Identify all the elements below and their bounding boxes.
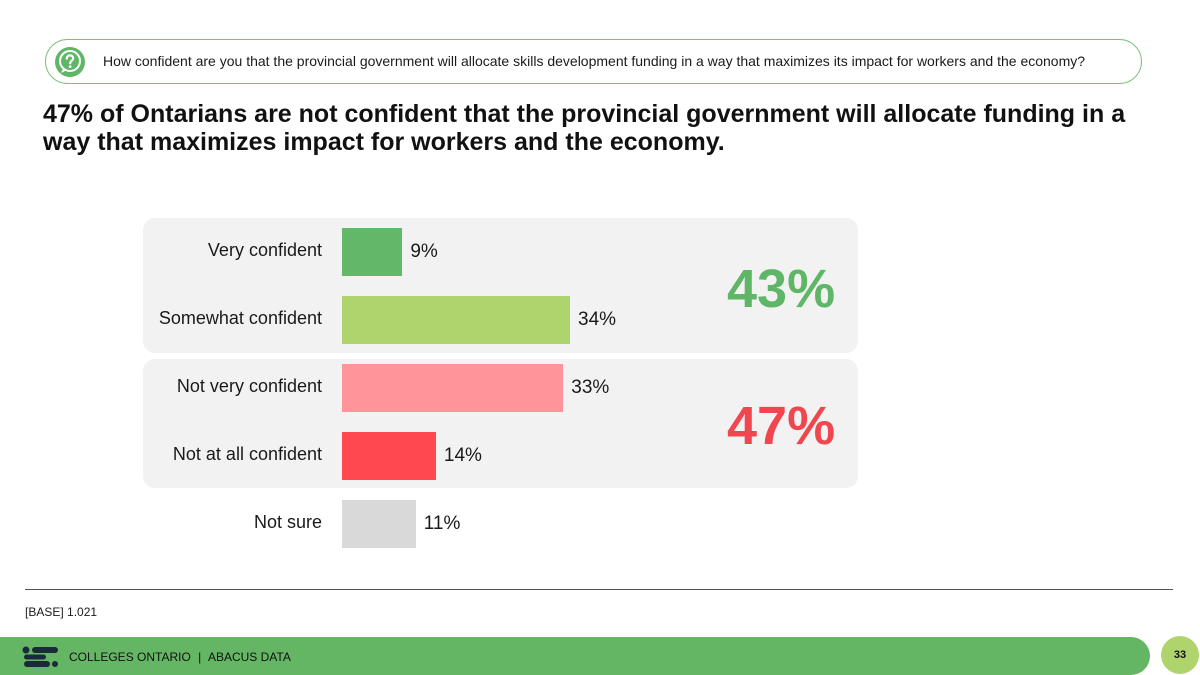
value-label: 33% <box>571 377 610 398</box>
bar <box>342 228 403 276</box>
value-label: 14% <box>443 445 482 466</box>
footer-org: COLLEGES ONTARIO <box>69 650 191 664</box>
net-confident-label: 43% <box>727 259 836 319</box>
category-label: Somewhat confident <box>158 308 322 328</box>
net-not-confident-label: 47% <box>727 396 836 456</box>
value-label: 9% <box>410 241 438 262</box>
headline: 47% of Ontarians are not confident that … <box>43 100 1126 156</box>
question-bubble-icon <box>55 47 85 77</box>
footer-band <box>0 637 1150 675</box>
page-number-badge: 33 <box>1161 636 1199 674</box>
bar <box>342 500 416 548</box>
colleges-ontario-logo-icon <box>22 646 58 667</box>
value-label: 11% <box>423 513 461 534</box>
bar <box>342 296 570 344</box>
category-label: Not at all confident <box>172 444 322 464</box>
bar <box>342 432 436 480</box>
question-box: How confident are you that the provincia… <box>45 39 1142 84</box>
category-label: Not very confident <box>176 376 322 396</box>
base-note: [BASE] 1.021 <box>25 605 98 619</box>
footer-credits: COLLEGES ONTARIO | ABACUS DATA <box>69 650 291 664</box>
category-label: Not sure <box>253 512 322 532</box>
footer-divider <box>25 589 1173 590</box>
question-text: How confident are you that the provincia… <box>103 53 1086 69</box>
footer-partner: ABACUS DATA <box>207 650 291 664</box>
value-label: 34% <box>578 309 617 330</box>
bar <box>342 364 564 412</box>
category-label: Very confident <box>207 240 322 260</box>
footer-separator: | <box>198 650 202 664</box>
